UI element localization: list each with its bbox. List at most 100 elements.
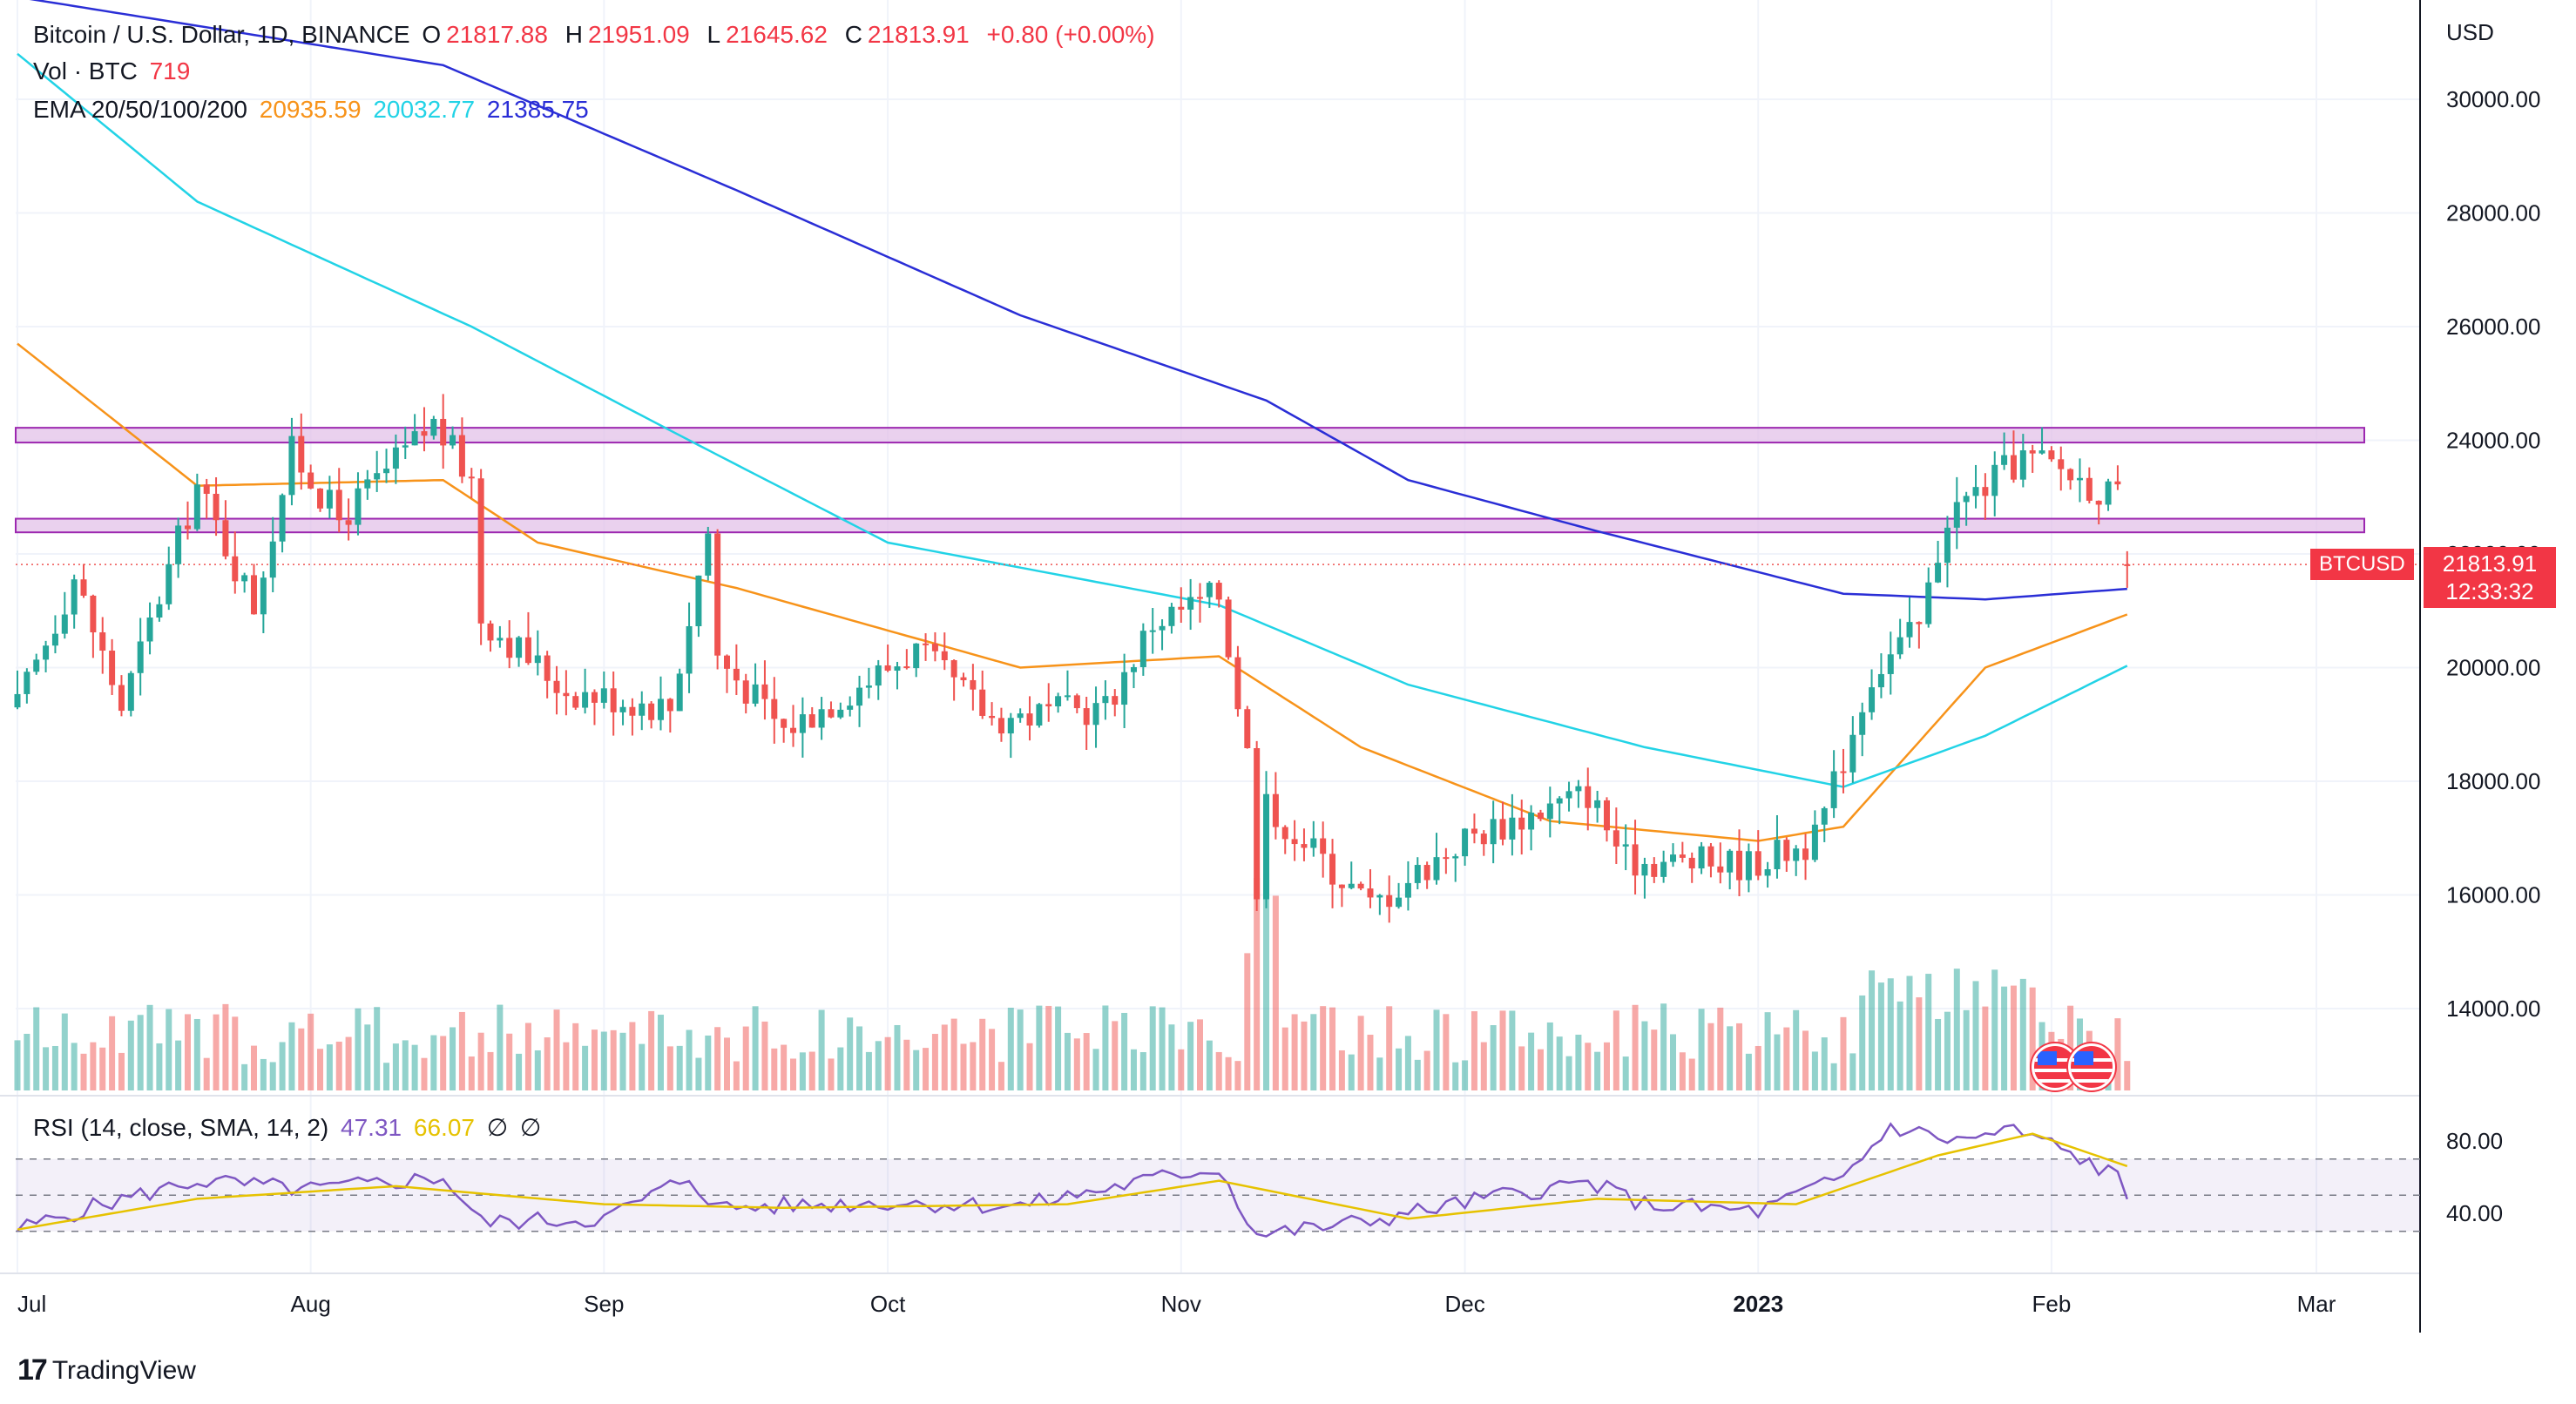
- volume-bar: [33, 1007, 40, 1090]
- candle-body: [279, 495, 286, 542]
- volume-bar: [1263, 873, 1270, 1090]
- candle-body: [695, 575, 702, 626]
- candle-body: [1916, 622, 1923, 624]
- candle-body: [1215, 583, 1222, 600]
- price-tick-label: 16000.00: [2446, 882, 2540, 908]
- volume-bar: [1622, 1056, 1629, 1090]
- candle-body: [109, 651, 116, 685]
- candle-body: [1802, 848, 1809, 861]
- candle-body: [175, 525, 182, 564]
- volume-bar: [1982, 1006, 1989, 1090]
- volume-bar: [1064, 1032, 1071, 1090]
- candle-body: [1972, 487, 1979, 496]
- candle-body: [600, 688, 607, 703]
- candle-body: [790, 727, 797, 733]
- candle-body: [923, 643, 930, 645]
- symbol-legend[interactable]: Bitcoin / U.S. Dollar, 1D, BINANCE O 2181…: [33, 21, 1160, 49]
- rsi-sma-value: 66.07: [413, 1114, 475, 1141]
- candle-body: [288, 435, 295, 496]
- candle-body: [317, 488, 324, 509]
- candle-body: [374, 473, 381, 480]
- us-flag-event-icon-2[interactable]: [2068, 1043, 2115, 1090]
- candle-body: [1310, 838, 1317, 848]
- volume-bar: [563, 1042, 570, 1090]
- volume-bar: [1632, 1004, 1639, 1090]
- volume-legend[interactable]: Vol · BTC 719: [33, 57, 195, 85]
- volume-bar: [1972, 981, 1979, 1090]
- candle-body: [1092, 703, 1099, 726]
- candle-body: [1679, 854, 1686, 858]
- volume-bar: [2114, 1018, 2121, 1090]
- volume-bar: [894, 1024, 901, 1090]
- volume-bar: [808, 1051, 815, 1090]
- candle-body: [1452, 856, 1459, 859]
- candle-body: [251, 575, 257, 615]
- volume-bar: [1556, 1036, 1563, 1090]
- volume-bar: [1727, 1026, 1734, 1090]
- candle-body: [1073, 695, 1080, 709]
- candle-body: [2105, 481, 2112, 505]
- volume-bar: [1396, 1048, 1403, 1090]
- tradingview-logo[interactable]: 17 TradingView: [17, 1353, 196, 1387]
- candle-body: [392, 447, 399, 469]
- volume-bar: [979, 1018, 986, 1090]
- candle-body: [14, 693, 21, 708]
- volume-bar: [99, 1047, 106, 1090]
- volume-bar: [524, 1023, 531, 1090]
- volume-bar: [269, 1062, 276, 1090]
- volume-bar: [1499, 1010, 1506, 1090]
- volume-bar: [1045, 1005, 1052, 1090]
- candle-body: [1783, 840, 1790, 861]
- candle-body: [118, 685, 125, 712]
- price-axis[interactable]: 30000.0028000.0026000.0024000.0022000.00…: [2446, 86, 2540, 1226]
- candle-body: [2010, 455, 2017, 480]
- low-value: 21645.62: [726, 21, 828, 48]
- volume-bar: [166, 1009, 172, 1090]
- volume-bar: [1139, 1052, 1146, 1090]
- volume-bar: [193, 1018, 200, 1090]
- candle-body: [2067, 469, 2074, 481]
- volume-bar: [241, 1063, 248, 1090]
- candle-body: [1168, 606, 1175, 626]
- volume-bar: [1026, 1043, 1033, 1090]
- volume-bar: [1821, 1037, 1828, 1090]
- volume-bar: [118, 1052, 125, 1090]
- candle-body: [487, 623, 494, 641]
- candle-body: [2086, 477, 2093, 501]
- volume-bar: [345, 1036, 352, 1090]
- candle-body: [1121, 672, 1128, 705]
- currency-label[interactable]: USD: [2446, 19, 2494, 45]
- candle-body: [1490, 819, 1497, 845]
- volume-bar: [1348, 1054, 1355, 1090]
- volume-bar: [1509, 1010, 1516, 1090]
- volume-bar: [184, 1014, 191, 1090]
- volume-bar: [1528, 1032, 1535, 1090]
- volume-bar: [1877, 982, 1884, 1090]
- volume-bar: [1159, 1007, 1166, 1090]
- ema-legend[interactable]: EMA 20/50/100/200 20935.59 20032.77 2138…: [33, 96, 594, 124]
- volume-bar: [232, 1016, 239, 1090]
- volume-bar: [657, 1015, 664, 1090]
- volume-bar: [1859, 995, 1866, 1090]
- candle-body: [146, 618, 153, 642]
- candle-body: [1727, 850, 1734, 873]
- candle-body: [903, 666, 910, 669]
- volume-bar: [1055, 1006, 1062, 1090]
- price-tick-label: 28000.00: [2446, 200, 2540, 226]
- candle-body: [1821, 807, 1828, 825]
- candle-body: [970, 679, 977, 690]
- candle-body: [1036, 704, 1043, 726]
- candle-body: [1707, 846, 1714, 867]
- volume-bar: [137, 1015, 144, 1090]
- time-axis[interactable]: Jul Aug Sep Oct Nov Dec 2023 Feb Mar: [17, 1291, 2336, 1317]
- volume-bar: [1783, 1027, 1790, 1090]
- candle-body: [1830, 771, 1837, 808]
- volume-bar: [666, 1046, 673, 1090]
- volume-bars: [14, 873, 2131, 1090]
- rsi-legend[interactable]: RSI (14, close, SMA, 14, 2) 47.31 66.07 …: [33, 1113, 546, 1142]
- candle-body: [865, 685, 872, 688]
- candle-body: [497, 638, 504, 641]
- candle-body: [875, 665, 882, 686]
- candles[interactable]: [14, 394, 2131, 923]
